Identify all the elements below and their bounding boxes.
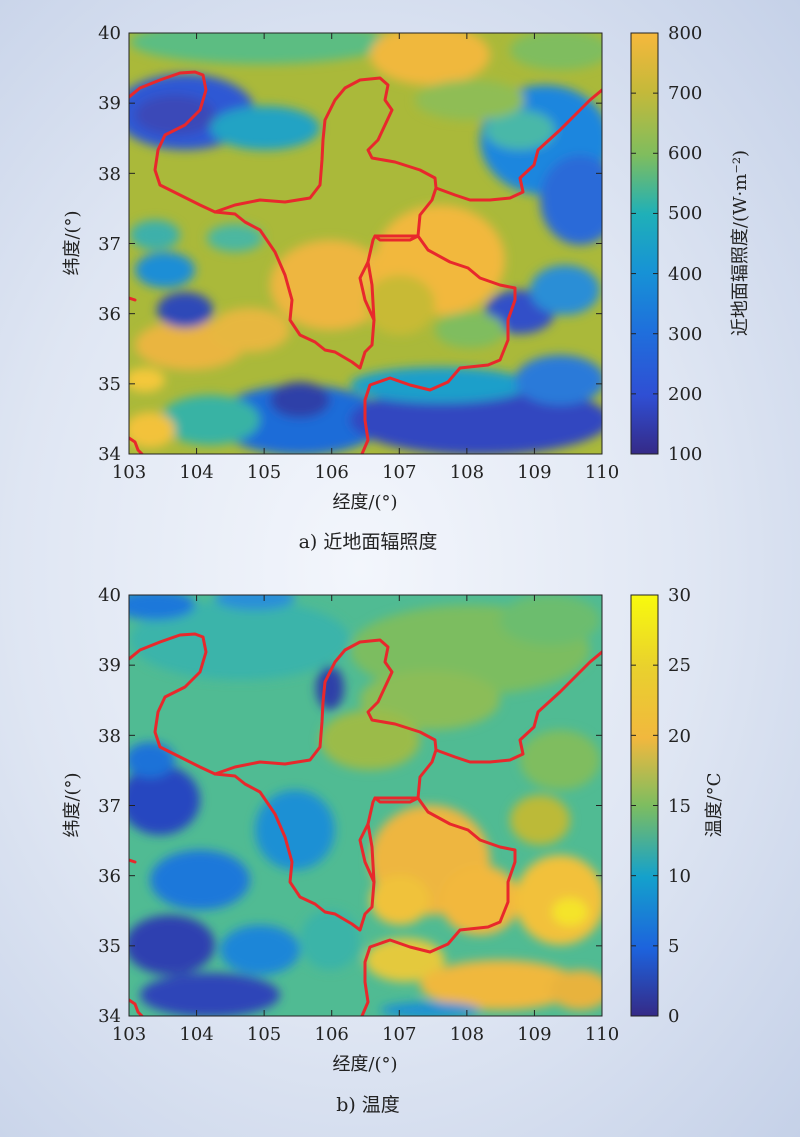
province-boundaries — [129, 70, 602, 454]
y-tick-a-2: 36 — [98, 304, 121, 325]
x-tick-a-6: 109 — [517, 462, 551, 483]
y-axis-b: 34 35 36 37 38 39 40 纬度/(°) — [62, 585, 602, 1027]
cb-tick-b-1: 5 — [668, 936, 679, 957]
y-tick-a-5: 39 — [98, 93, 121, 114]
y-axis-a: 34 35 36 37 38 39 40 纬度/(°) — [62, 23, 602, 465]
x-tick-b-6: 109 — [517, 1024, 551, 1045]
y-axis-label-a: 纬度/(°) — [62, 210, 83, 275]
colorbar-a: 100 200 300 400 500 600 700 800 近地面辐照度/(… — [630, 23, 751, 465]
y-tick-b-4: 38 — [98, 726, 121, 747]
cb-tick-b-3: 15 — [668, 796, 691, 817]
cb-tick-a-6: 700 — [668, 83, 702, 104]
x-axis-a: 103 104 105 106 107 108 109 110 经度/(°) — [112, 33, 619, 513]
x-axis-b: 103 104 105 106 107 108 109 110 经度/(°) — [112, 595, 619, 1075]
cb-tick-a-2: 300 — [668, 324, 702, 345]
caption-a: a) 近地面辐照度 — [299, 531, 438, 553]
cb-tick-b-2: 10 — [668, 866, 691, 887]
x-tick-a-2: 105 — [247, 462, 281, 483]
cb-tick-a-5: 600 — [668, 143, 702, 164]
y-tick-a-3: 37 — [98, 234, 121, 255]
cb-tick-b-5: 25 — [668, 655, 691, 676]
y-tick-a-0: 34 — [98, 444, 121, 465]
x-tick-b-2: 105 — [247, 1024, 281, 1045]
x-tick-a-7: 110 — [585, 462, 619, 483]
x-tick-a-0: 103 — [112, 462, 146, 483]
cb-tick-b-6: 30 — [668, 585, 691, 606]
temperature-field — [129, 595, 602, 1016]
colorbar-b: 0 5 10 15 20 25 30 温度/°C — [630, 585, 725, 1027]
cb-tick-a-7: 800 — [668, 23, 702, 44]
caption-b: b) 温度 — [336, 1094, 400, 1116]
irradiance-field — [129, 33, 602, 454]
y-tick-b-0: 34 — [98, 1006, 121, 1027]
colorbar-label-a: 近地面辐照度/(W·m⁻²) — [730, 150, 751, 336]
colorbar-label-b: 温度/°C — [704, 773, 725, 838]
x-tick-b-7: 110 — [585, 1024, 619, 1045]
y-tick-a-1: 35 — [98, 374, 121, 395]
y-tick-a-6: 40 — [98, 23, 121, 44]
y-axis-label-b: 纬度/(°) — [62, 772, 83, 837]
cb-tick-a-1: 200 — [668, 384, 702, 405]
panel-b: 103 104 105 106 107 108 109 110 经度/(°) 3… — [62, 585, 725, 1116]
y-tick-b-1: 35 — [98, 936, 121, 957]
x-tick-a-3: 106 — [315, 462, 349, 483]
y-tick-b-3: 37 — [98, 796, 121, 817]
x-tick-b-1: 104 — [179, 1024, 213, 1045]
cb-tick-a-4: 500 — [668, 203, 702, 224]
x-tick-b-5: 108 — [450, 1024, 484, 1045]
x-tick-b-3: 106 — [315, 1024, 349, 1045]
x-tick-b-4: 107 — [382, 1024, 416, 1045]
cb-tick-a-3: 400 — [668, 264, 702, 285]
province-boundaries-b — [129, 632, 602, 1016]
cb-tick-a-0: 100 — [668, 444, 702, 465]
y-tick-a-4: 38 — [98, 164, 121, 185]
y-tick-b-5: 39 — [98, 655, 121, 676]
cb-tick-b-4: 20 — [668, 726, 691, 747]
y-tick-b-6: 40 — [98, 585, 121, 606]
x-tick-b-0: 103 — [112, 1024, 146, 1045]
cb-tick-b-0: 0 — [668, 1006, 679, 1027]
y-tick-b-2: 36 — [98, 866, 121, 887]
x-tick-a-4: 107 — [382, 462, 416, 483]
x-tick-a-5: 108 — [450, 462, 484, 483]
x-axis-label-a: 经度/(°) — [332, 492, 397, 513]
x-tick-a-1: 104 — [179, 462, 213, 483]
panel-a: 103 104 105 106 107 108 109 110 经度/(°) 3… — [62, 23, 751, 553]
x-axis-label-b: 经度/(°) — [332, 1054, 397, 1075]
